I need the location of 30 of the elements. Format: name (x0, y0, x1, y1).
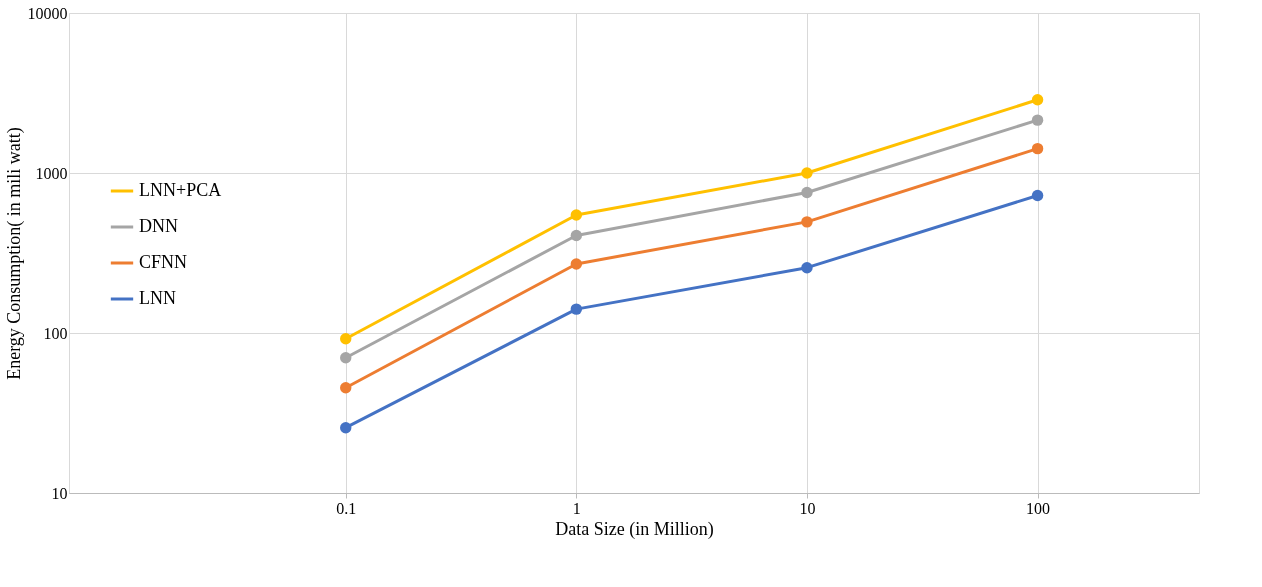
point (801, 216, 813, 228)
x-tick-label: 10 (799, 499, 816, 517)
point (570, 303, 583, 315)
point (340, 382, 352, 394)
point (570, 258, 583, 270)
x-tick-label: 1 (572, 499, 581, 517)
y-axis-title: Energy Consumption( in mili watt) (3, 127, 25, 380)
point (801, 186, 813, 199)
legend-label: DNN (139, 216, 178, 236)
x-axis-title: Data Size (in Million) (555, 518, 714, 540)
y-tick-label: 100 (43, 324, 68, 342)
legend-label: LNN (139, 288, 176, 308)
y-tick-label: 10 (51, 484, 68, 502)
point (570, 209, 583, 221)
y-tick-label: 10000 (27, 4, 68, 22)
point (801, 261, 813, 274)
point (1031, 114, 1044, 126)
legend-label: LNN+PCA (139, 180, 222, 200)
point (340, 352, 352, 364)
point (801, 167, 813, 179)
x-tick-label: 0.1 (336, 499, 357, 517)
legend-label: CFNN (139, 252, 188, 272)
point (340, 333, 352, 345)
y-tick-label: 1000 (35, 164, 68, 182)
point (1031, 189, 1044, 202)
point (340, 421, 352, 434)
x-tick-label: 100 (1026, 499, 1051, 517)
point (1031, 94, 1044, 106)
point (1031, 142, 1044, 155)
point (570, 229, 583, 242)
